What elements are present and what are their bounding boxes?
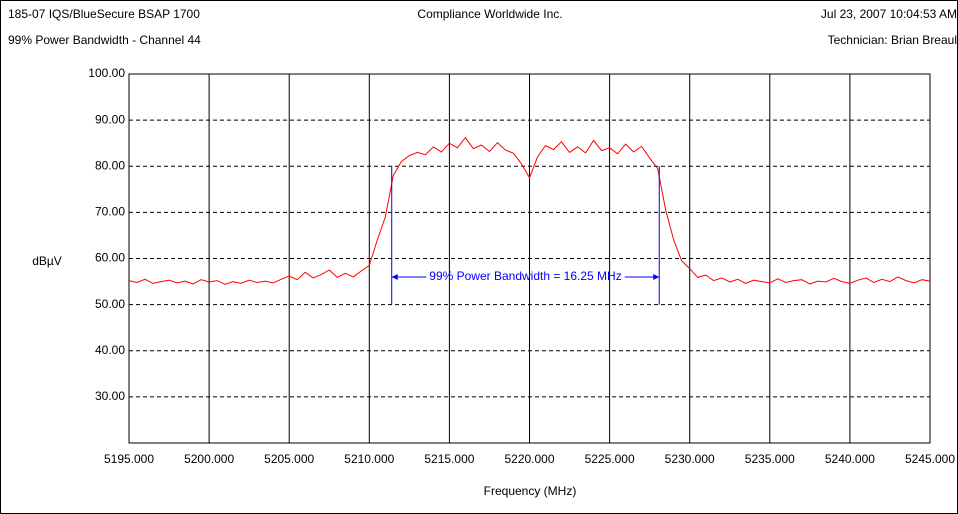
header-right-top: Jul 23, 2007 10:04:53 AM xyxy=(821,7,957,21)
x-tick-label: 5220.000 xyxy=(504,452,554,466)
arrow-head xyxy=(653,273,660,280)
header-right-bottom: Technician: Brian Breaul xyxy=(828,33,957,47)
x-tick-label: 5225.000 xyxy=(585,452,635,466)
y-tick-label: 100.00 xyxy=(88,66,125,80)
x-tick-label: 5200.000 xyxy=(184,452,234,466)
x-tick-label: 5245.000 xyxy=(905,452,955,466)
trace xyxy=(128,136,931,285)
y-tick-label: 80.00 xyxy=(95,158,125,172)
y-tick-label: 50.00 xyxy=(95,297,125,311)
x-tick-label: 5240.000 xyxy=(825,452,875,466)
header-left-top: 185-07 IQS/BlueSecure BSAP 1700 xyxy=(8,7,200,21)
x-tick-label: 5215.000 xyxy=(424,452,474,466)
y-tick-label: 90.00 xyxy=(95,112,125,126)
x-tick-label: 5230.000 xyxy=(665,452,715,466)
x-tick-label: 5235.000 xyxy=(745,452,795,466)
x-tick-label: 5195.000 xyxy=(104,452,154,466)
y-tick-label: 30.00 xyxy=(95,389,125,403)
x-tick-label: 5205.000 xyxy=(264,452,314,466)
header-left-bottom: 99% Power Bandwidth - Channel 44 xyxy=(8,33,201,47)
y-tick-label: 60.00 xyxy=(95,251,125,265)
y-tick-label: 70.00 xyxy=(95,205,125,219)
y-axis-label: dBµV xyxy=(32,254,62,268)
header-center: Compliance Worldwide Inc. xyxy=(417,7,562,21)
annotation-label: 99% Power Bandwidth = 16.25 MHz xyxy=(429,269,621,283)
x-axis-label: Frequency (MHz) xyxy=(484,484,577,498)
arrow-head xyxy=(391,273,398,280)
plot-border xyxy=(128,73,931,444)
x-tick-label: 5210.000 xyxy=(344,452,394,466)
y-tick-label: 40.00 xyxy=(95,343,125,357)
